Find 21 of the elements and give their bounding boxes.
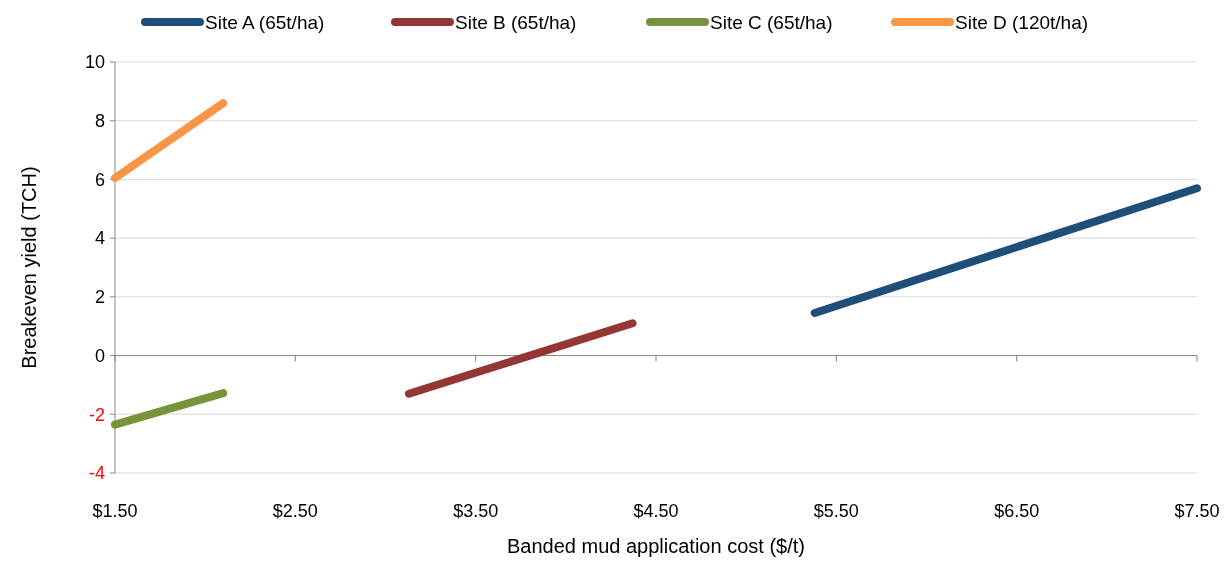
y-tick-label: 6: [94, 169, 105, 190]
y-tick-label: 10: [84, 52, 105, 73]
y-tick-label: 0: [94, 345, 105, 366]
x-tick-label: $7.50: [1174, 501, 1220, 521]
x-tick-label: $6.50: [994, 501, 1040, 521]
y-tick-label: 4: [94, 228, 105, 249]
x-tick-label: $1.50: [92, 501, 138, 521]
x-tick-label: $4.50: [633, 501, 679, 521]
x-tick-label: $5.50: [813, 501, 859, 521]
legend-label: Site C (65t/ha): [710, 11, 833, 33]
x-axis-title: Banded mud application cost ($/t): [507, 535, 805, 557]
x-tick-label: $3.50: [453, 501, 499, 521]
legend-label: Site D (120t/ha): [955, 11, 1089, 33]
x-tick-label: $2.50: [272, 501, 318, 521]
y-tick-label: -2: [88, 404, 105, 425]
y-tick-label: 2: [94, 287, 105, 308]
y-axis-title: Breakeven yield (TCH): [18, 166, 40, 369]
y-tick-label: 8: [94, 111, 105, 132]
y-tick-label: -4: [88, 463, 105, 484]
legend-label: Site B (65t/ha): [455, 11, 577, 33]
legend-label: Site A (65t/ha): [205, 11, 325, 33]
